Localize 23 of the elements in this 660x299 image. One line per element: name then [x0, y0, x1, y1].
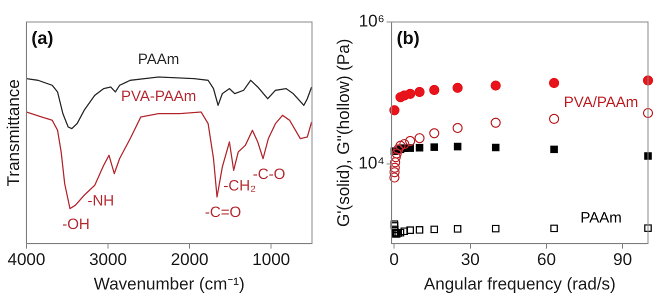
series-label: PAAm	[138, 51, 180, 68]
x-tick-label: 90	[613, 250, 632, 269]
y-tick-label: 10⁶	[358, 12, 385, 31]
text: (a)	[31, 28, 54, 48]
x-tick-label: 1000	[252, 250, 290, 269]
x-tick-label: 0	[389, 250, 399, 269]
series-label: PVA-PAAm	[120, 88, 196, 105]
y-axis-title: Transmittance	[4, 79, 23, 186]
x-tick-label: 3000	[89, 250, 127, 269]
x-axis-title: Wavenumber (cm⁻¹)	[94, 274, 245, 294]
series-label: PAAm	[580, 209, 622, 226]
series-label: PVA/PAAm	[564, 94, 638, 112]
x-tick-label: 30	[460, 250, 480, 269]
x-tick-label: 4000	[7, 250, 46, 269]
annotation: -NH	[87, 192, 114, 210]
x-tick-label: 60	[537, 250, 556, 269]
x-axis-title: Angular frequency (rad/s)	[424, 274, 616, 294]
annotation: (b)	[396, 28, 420, 48]
y-tick-label: 10⁴	[358, 154, 385, 173]
annotation: -C=O	[204, 204, 242, 222]
x-tick-label: 2000	[170, 250, 209, 269]
y-axis-title: G'(solid), G''(hollow) (Pa)	[334, 38, 353, 227]
annotation: -OH	[62, 216, 90, 233]
